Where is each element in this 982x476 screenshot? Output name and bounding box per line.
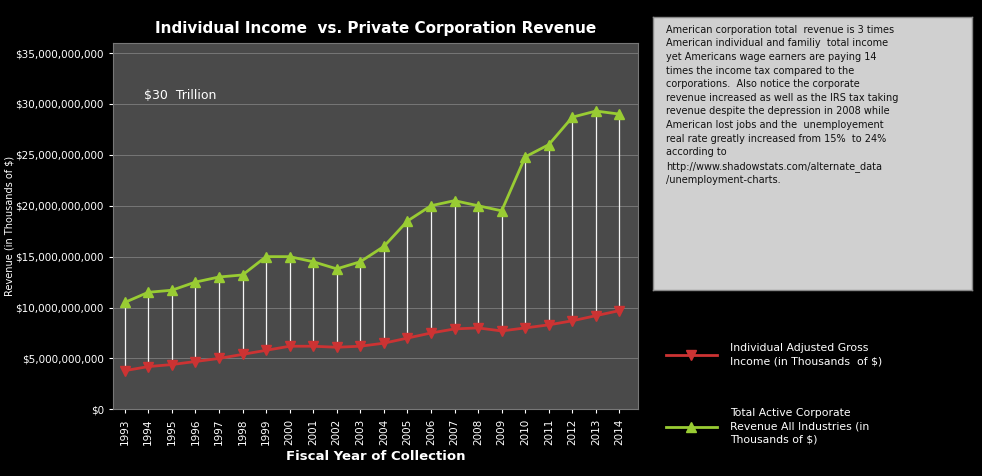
Text: Total Active Corporate
Revenue All Industries (in
Thousands of $): Total Active Corporate Revenue All Indus… bbox=[730, 408, 869, 445]
Text: American corporation total  revenue is 3 times
American individual and familiy  : American corporation total revenue is 3 … bbox=[666, 25, 899, 185]
Y-axis label: Individual  Income
& Corporate
Revenue (in Thousands of $): Individual Income & Corporate Revenue (i… bbox=[0, 156, 14, 296]
Text: $30  Trillion: $30 Trillion bbox=[143, 89, 216, 102]
Title: Individual Income  vs. Private Corporation Revenue: Individual Income vs. Private Corporatio… bbox=[155, 21, 596, 36]
Text: Individual Adjusted Gross
Income (in Thousands  of $): Individual Adjusted Gross Income (in Tho… bbox=[730, 343, 882, 367]
X-axis label: Fiscal Year of Collection: Fiscal Year of Collection bbox=[286, 450, 465, 464]
